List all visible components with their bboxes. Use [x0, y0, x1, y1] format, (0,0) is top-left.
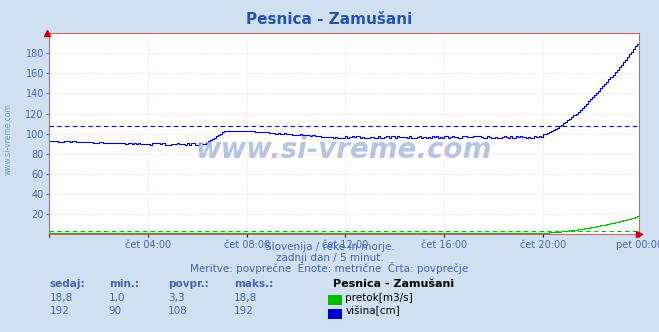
Text: 3,3: 3,3	[168, 293, 185, 303]
Text: 192: 192	[234, 306, 254, 316]
Text: 192: 192	[49, 306, 69, 316]
Text: Slovenija / reke in morje.: Slovenija / reke in morje.	[264, 242, 395, 252]
Text: www.si-vreme.com: www.si-vreme.com	[3, 104, 13, 175]
Text: 1,0: 1,0	[109, 293, 125, 303]
Text: Pesnica - Zamušani: Pesnica - Zamušani	[246, 12, 413, 27]
Text: maks.:: maks.:	[234, 279, 273, 289]
Text: Pesnica - Zamušani: Pesnica - Zamušani	[333, 279, 454, 289]
Text: višina[cm]: višina[cm]	[345, 306, 400, 316]
Text: pretok[m3/s]: pretok[m3/s]	[345, 293, 413, 303]
Text: Meritve: povprečne  Enote: metrične  Črta: povprečje: Meritve: povprečne Enote: metrične Črta:…	[190, 262, 469, 274]
Text: min.:: min.:	[109, 279, 139, 289]
Text: 18,8: 18,8	[234, 293, 257, 303]
Text: sedaj:: sedaj:	[49, 279, 85, 289]
Text: zadnji dan / 5 minut.: zadnji dan / 5 minut.	[275, 253, 384, 263]
Text: 108: 108	[168, 306, 188, 316]
Text: 18,8: 18,8	[49, 293, 72, 303]
Text: povpr.:: povpr.:	[168, 279, 209, 289]
Text: 90: 90	[109, 306, 122, 316]
Text: www.si-vreme.com: www.si-vreme.com	[196, 136, 492, 164]
